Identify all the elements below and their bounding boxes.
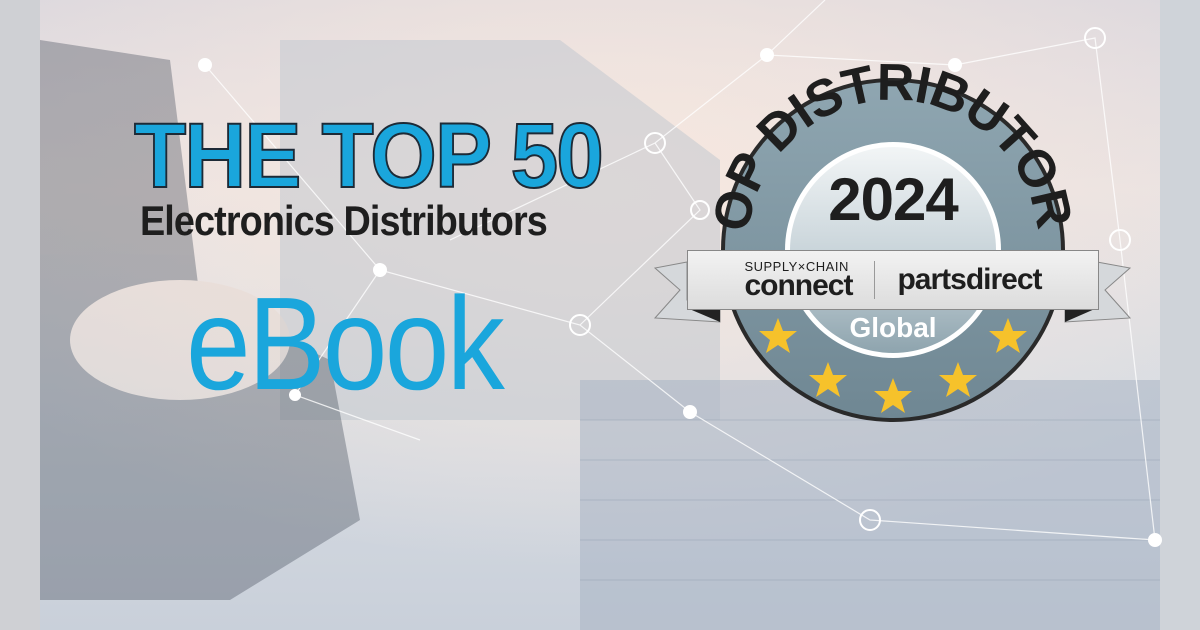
star-icon [939, 362, 977, 397]
star-icon [874, 378, 912, 413]
container-stack [280, 40, 1160, 630]
headline-top-50: THE TOP 50 [133, 105, 605, 207]
headline-subtitle: Electronics Distributors [140, 197, 548, 244]
partsdirect-logo: partsdirect [897, 263, 1042, 296]
headline-ebook: eBook [186, 270, 505, 417]
badge-ribbon: SUPPLY×CHAIN connect partsdirect [687, 250, 1099, 310]
badge-year: 2024 [828, 166, 958, 233]
badge-region: Global [849, 312, 937, 343]
supply-chain-connect-logo: SUPPLY×CHAIN connect [744, 258, 853, 302]
star-icon [759, 318, 797, 353]
star-icon [809, 362, 847, 397]
star-icon [989, 318, 1027, 353]
stars [759, 318, 1027, 413]
logo-divider [874, 261, 876, 299]
hand-figure [40, 40, 360, 600]
